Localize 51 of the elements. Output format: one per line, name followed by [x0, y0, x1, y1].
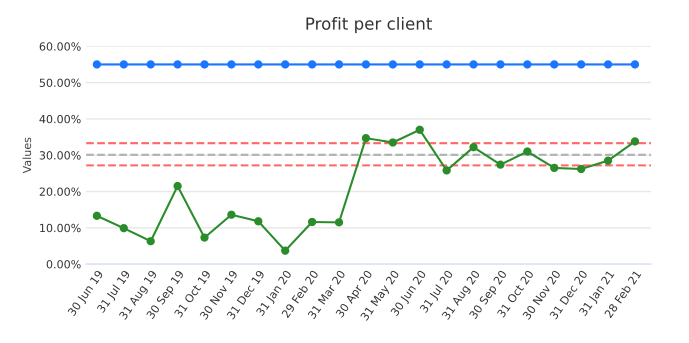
point — [496, 60, 505, 69]
point — [308, 218, 316, 226]
point — [227, 210, 236, 219]
chart-title: Profit per client — [306, 16, 432, 34]
y-tick-label: 30.00% — [40, 151, 81, 160]
point — [334, 218, 344, 227]
point — [442, 166, 451, 175]
point — [308, 60, 316, 69]
y-tick-label: 20.00% — [40, 187, 81, 196]
y-axis-title: Values — [22, 138, 32, 174]
point — [416, 126, 424, 134]
point — [550, 60, 558, 69]
point — [442, 60, 451, 69]
point — [388, 138, 397, 147]
point — [92, 212, 102, 220]
point — [120, 60, 128, 69]
point — [254, 60, 262, 69]
point — [469, 143, 478, 152]
y-tick-label: 40.00% — [39, 114, 81, 124]
point — [576, 164, 586, 174]
point — [604, 156, 612, 165]
point — [388, 60, 397, 69]
point — [146, 237, 155, 246]
point — [416, 60, 424, 69]
point — [200, 60, 209, 69]
point — [227, 60, 236, 69]
point — [146, 60, 155, 69]
point — [173, 182, 182, 190]
y-tick-label: 60.00% — [40, 42, 81, 51]
point — [630, 60, 640, 69]
point — [173, 60, 182, 69]
y-tick-label: 50.00% — [40, 78, 81, 87]
point — [120, 224, 128, 232]
point — [496, 160, 505, 169]
point — [281, 60, 290, 69]
point — [92, 60, 102, 69]
point — [362, 134, 370, 142]
point — [630, 137, 640, 146]
point — [523, 60, 532, 69]
y-tick-label: 10.00% — [40, 224, 81, 232]
point — [576, 60, 586, 69]
point — [550, 164, 558, 172]
point — [523, 147, 532, 156]
point — [200, 233, 209, 242]
point — [604, 60, 612, 69]
point — [334, 60, 344, 69]
point — [362, 60, 370, 69]
y-tick-label: 0.00% — [46, 260, 81, 268]
point — [469, 60, 478, 69]
point — [281, 246, 290, 255]
point — [254, 217, 262, 226]
